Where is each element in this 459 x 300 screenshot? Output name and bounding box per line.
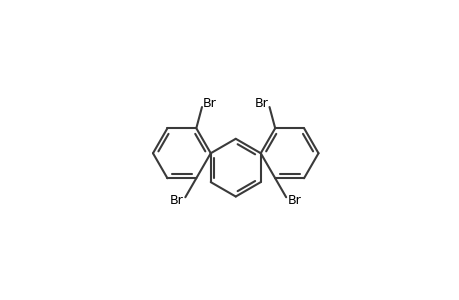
Text: Br: Br [169,194,183,207]
Text: Br: Br [202,97,216,110]
Text: Br: Br [254,97,268,110]
Text: Br: Br [287,194,301,207]
